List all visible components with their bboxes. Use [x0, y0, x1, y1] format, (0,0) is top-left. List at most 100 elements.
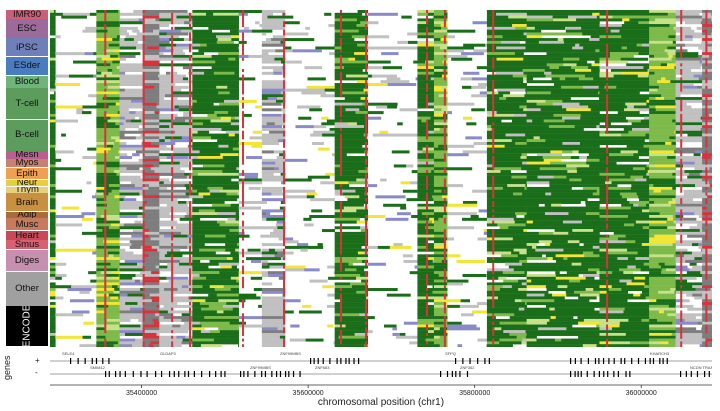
heatmap-segment [533, 136, 541, 140]
promoter-mark [171, 68, 174, 72]
heatmap-segment [675, 220, 703, 224]
heatmap-segment [579, 21, 600, 25]
heatmap-segment [550, 316, 557, 320]
heatmap-segment [562, 141, 581, 145]
heatmap-segment [590, 217, 599, 221]
heatmap-segment [221, 273, 239, 277]
heatmap-segment [563, 172, 587, 176]
heatmap-segment [675, 172, 690, 176]
heatmap-segment [55, 273, 67, 277]
heatmap-segment [142, 46, 148, 50]
heatmap-segment [523, 229, 527, 233]
heatmap-segment [526, 91, 552, 95]
heatmap-segment [334, 178, 357, 182]
heatmap-segment [649, 178, 660, 182]
heatmap-segment [499, 97, 507, 101]
heatmap-segment [433, 195, 443, 199]
heatmap-segment [119, 344, 133, 347]
heatmap-segment [555, 273, 579, 277]
heatmap-segment [142, 215, 160, 219]
heatmap-segment [159, 130, 176, 134]
heatmap-segment [546, 310, 577, 314]
heatmap-segment [261, 313, 271, 317]
heatmap-segment [168, 220, 178, 224]
heatmap-segment [675, 209, 703, 213]
heatmap-segment [355, 21, 361, 25]
heatmap-segment [599, 158, 613, 162]
heatmap-segment [50, 29, 56, 33]
heatmap-segment [699, 147, 703, 151]
heatmap-segment [543, 133, 554, 137]
heatmap-segment [649, 330, 675, 334]
heatmap-segment [447, 226, 475, 230]
heatmap-segment [433, 321, 444, 325]
promoter-mark [142, 302, 145, 306]
heatmap-segment [119, 186, 143, 190]
heatmap-segment [589, 57, 600, 61]
heatmap-segment [142, 52, 150, 56]
promoter-mark [339, 54, 342, 58]
heatmap-segment [486, 68, 495, 72]
heatmap-segment [537, 172, 564, 176]
heatmap-segment [334, 161, 357, 165]
promoter-mark [241, 195, 244, 199]
heatmap-segment [526, 299, 555, 303]
heatmap-segment [269, 313, 286, 317]
heatmap-segment [515, 212, 527, 216]
heatmap-segment [159, 133, 181, 137]
heatmap-segment [142, 198, 160, 202]
heatmap-segment [50, 46, 56, 50]
heatmap-segment [559, 80, 588, 84]
heatmap-segment [234, 206, 239, 210]
heatmap-segment [616, 119, 629, 123]
heatmap-segment [217, 290, 226, 294]
heatmap-segment [159, 285, 183, 289]
heatmap-segment [92, 195, 97, 199]
promoter-mark [171, 237, 174, 241]
heatmap-segment [96, 80, 120, 84]
promoter-mark [241, 231, 244, 235]
heatmap-segment [534, 223, 542, 227]
heatmap-segment [142, 184, 150, 188]
heatmap-segment [551, 203, 562, 207]
heatmap-segment [599, 268, 620, 272]
heatmap-segment [192, 276, 207, 280]
heatmap-segment [129, 245, 142, 249]
heatmap-segment [684, 318, 703, 322]
heatmap-segment [209, 285, 225, 289]
heatmap-segment [599, 310, 624, 314]
heatmap-segment [211, 54, 220, 58]
heatmap-segment [96, 285, 104, 289]
heatmap-segment [96, 66, 104, 70]
heatmap-segment [593, 327, 600, 331]
heatmap-segment [357, 43, 369, 47]
heatmap-segment [55, 276, 62, 280]
heatmap-segment [680, 32, 703, 36]
heatmap-segment [499, 338, 523, 342]
heatmap-segment [417, 83, 435, 87]
promoter-mark [171, 215, 174, 219]
heatmap-segment [192, 77, 213, 81]
heatmap-segment [634, 15, 650, 19]
heatmap-segment [168, 74, 187, 78]
heatmap-segment [361, 259, 369, 263]
promoter-mark [283, 223, 286, 227]
heatmap-segment [96, 144, 108, 148]
heatmap-segment [142, 54, 160, 58]
promoter-mark [171, 341, 174, 345]
heatmap-segment [334, 43, 358, 47]
heatmap-segment [131, 63, 143, 67]
heatmap-segment [433, 150, 448, 154]
heatmap-segment [511, 127, 518, 131]
heatmap-segment [216, 40, 234, 44]
promoter-mark [339, 136, 342, 140]
heatmap-segment [675, 99, 681, 103]
heatmap-segment [142, 178, 160, 182]
heatmap-segment [508, 226, 524, 230]
heatmap-segment [486, 175, 512, 179]
heatmap-segment [167, 57, 183, 61]
heatmap-segment [506, 200, 527, 204]
heatmap-segment [192, 46, 218, 50]
heatmap-segment [55, 223, 83, 227]
heatmap-segment [583, 318, 600, 322]
